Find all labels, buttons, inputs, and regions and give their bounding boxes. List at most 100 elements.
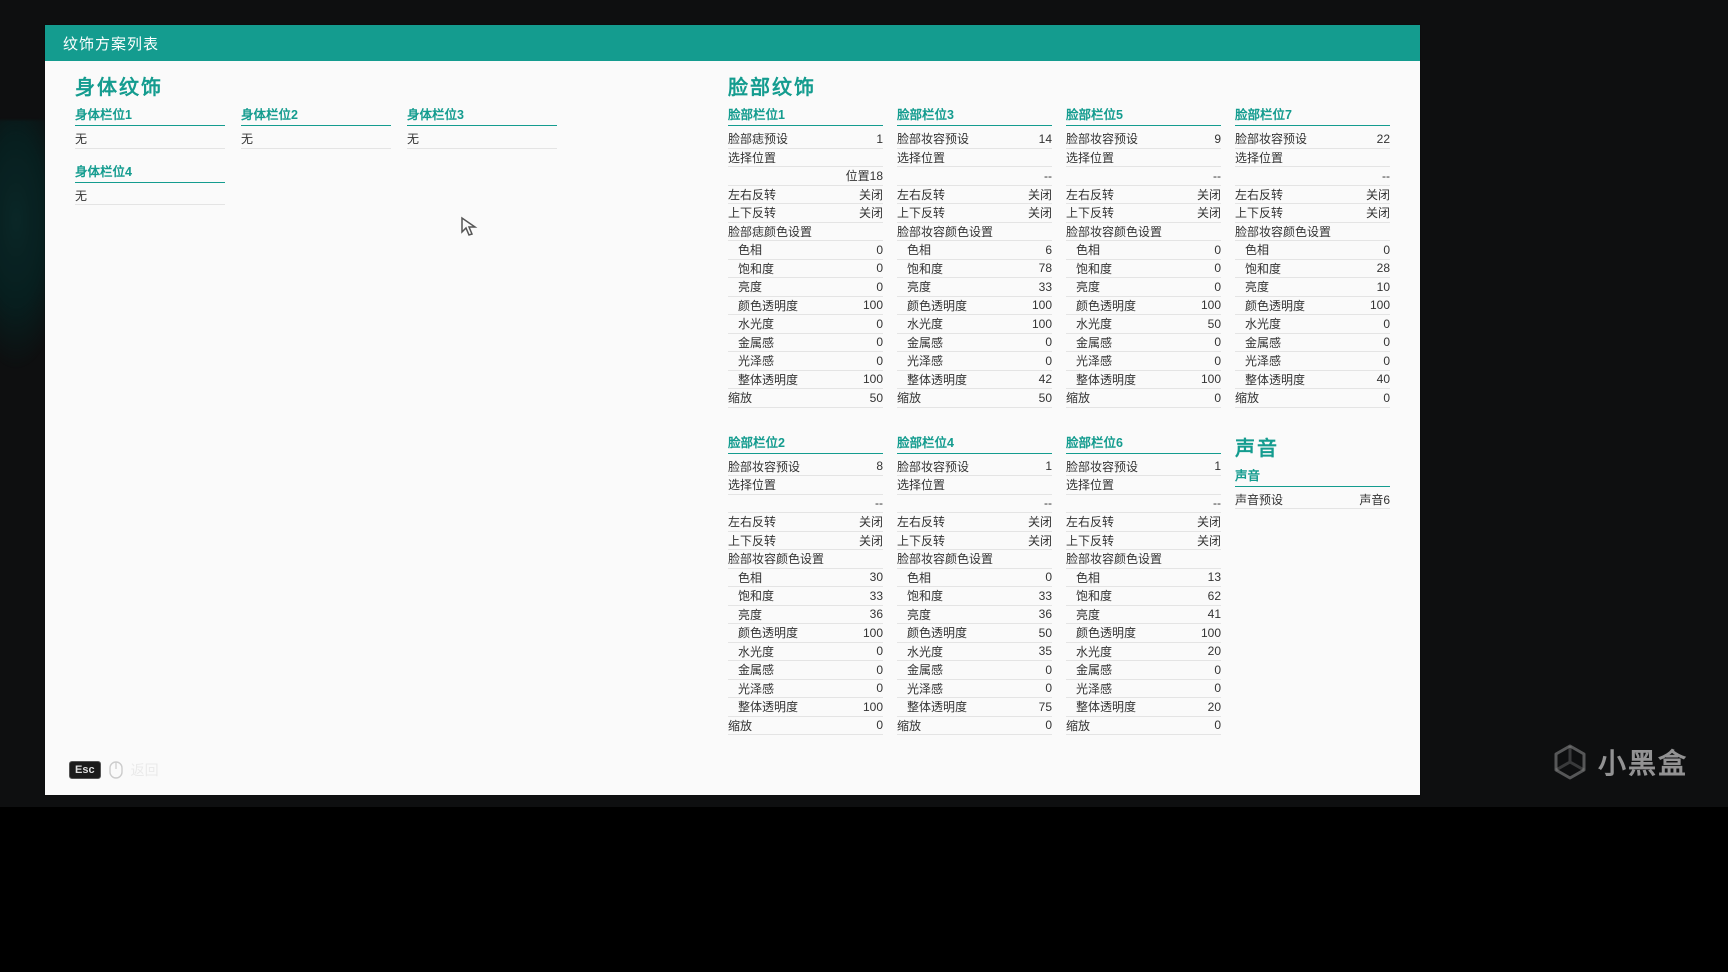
setting-row[interactable]: 缩放0: [1235, 389, 1390, 408]
setting-row[interactable]: 水光度20: [1066, 643, 1221, 662]
setting-row[interactable]: 水光度100: [897, 315, 1052, 334]
setting-row[interactable]: 脸部妆容颜色设置: [1235, 223, 1390, 242]
setting-row[interactable]: 上下反转关闭: [1235, 204, 1390, 223]
setting-row[interactable]: 光泽感0: [1066, 680, 1221, 699]
esc-key-badge[interactable]: Esc: [69, 761, 101, 779]
setting-row[interactable]: 颜色透明度100: [728, 624, 883, 643]
setting-row[interactable]: 上下反转关闭: [897, 532, 1052, 551]
body-slot[interactable]: 身体栏位1无: [75, 104, 225, 149]
body-slot-value-row[interactable]: 无: [241, 130, 391, 149]
setting-row[interactable]: 脸部妆容颜色设置: [897, 223, 1052, 242]
setting-row[interactable]: 水光度50: [1066, 315, 1221, 334]
setting-row[interactable]: 光泽感0: [728, 680, 883, 699]
setting-row[interactable]: 缩放0: [897, 717, 1052, 736]
setting-row[interactable]: 整体透明度100: [728, 371, 883, 390]
setting-row[interactable]: 脸部妆容预设14: [897, 130, 1052, 149]
setting-row[interactable]: 亮度0: [728, 278, 883, 297]
setting-row[interactable]: 颜色透明度50: [897, 624, 1052, 643]
setting-row[interactable]: 饱和度33: [728, 587, 883, 606]
setting-row[interactable]: 选择位置: [728, 149, 883, 168]
setting-row[interactable]: 色相30: [728, 569, 883, 588]
setting-row[interactable]: --: [897, 495, 1052, 514]
setting-row[interactable]: 亮度41: [1066, 606, 1221, 625]
setting-row[interactable]: 缩放50: [897, 389, 1052, 408]
setting-row[interactable]: 左右反转关闭: [728, 513, 883, 532]
setting-row[interactable]: 颜色透明度100: [897, 297, 1052, 316]
setting-row[interactable]: 饱和度33: [897, 587, 1052, 606]
setting-row[interactable]: 上下反转关闭: [728, 532, 883, 551]
setting-row[interactable]: 光泽感0: [1066, 352, 1221, 371]
setting-row[interactable]: 选择位置: [1066, 149, 1221, 168]
setting-row[interactable]: 亮度33: [897, 278, 1052, 297]
setting-row[interactable]: 选择位置: [897, 476, 1052, 495]
setting-row[interactable]: 选择位置: [897, 149, 1052, 168]
setting-row[interactable]: 金属感0: [1235, 334, 1390, 353]
body-slot-value-row[interactable]: 无: [75, 130, 225, 149]
setting-row[interactable]: 颜色透明度100: [1066, 624, 1221, 643]
setting-row[interactable]: 上下反转关闭: [728, 204, 883, 223]
setting-row[interactable]: 整体透明度42: [897, 371, 1052, 390]
setting-row[interactable]: 脸部妆容预设9: [1066, 130, 1221, 149]
setting-row[interactable]: 整体透明度75: [897, 698, 1052, 717]
setting-row[interactable]: 金属感0: [897, 334, 1052, 353]
setting-row[interactable]: 颜色透明度100: [728, 297, 883, 316]
setting-row[interactable]: 饱和度0: [1066, 260, 1221, 279]
setting-row[interactable]: 水光度35: [897, 643, 1052, 662]
setting-row[interactable]: 左右反转关闭: [728, 186, 883, 205]
setting-row[interactable]: 整体透明度20: [1066, 698, 1221, 717]
setting-row[interactable]: 左右反转关闭: [897, 513, 1052, 532]
setting-row[interactable]: --: [728, 495, 883, 514]
body-slot-value-row[interactable]: 无: [75, 187, 225, 206]
setting-row[interactable]: --: [1235, 167, 1390, 186]
setting-row[interactable]: 脸部妆容预设22: [1235, 130, 1390, 149]
back-label[interactable]: 返回: [131, 760, 159, 780]
setting-row[interactable]: 饱和度0: [728, 260, 883, 279]
setting-row[interactable]: 脸部痣预设1: [728, 130, 883, 149]
body-slot-value-row[interactable]: 无: [407, 130, 557, 149]
setting-row[interactable]: 饱和度28: [1235, 260, 1390, 279]
setting-row[interactable]: 色相0: [1066, 241, 1221, 260]
setting-row[interactable]: --: [897, 167, 1052, 186]
setting-row[interactable]: 左右反转关闭: [1066, 186, 1221, 205]
setting-row[interactable]: 上下反转关闭: [1066, 532, 1221, 551]
body-slot[interactable]: 身体栏位4无: [75, 161, 225, 206]
setting-row[interactable]: 整体透明度40: [1235, 371, 1390, 390]
setting-row[interactable]: 缩放50: [728, 389, 883, 408]
setting-row[interactable]: 上下反转关闭: [1066, 204, 1221, 223]
setting-row[interactable]: 左右反转关闭: [897, 186, 1052, 205]
setting-row[interactable]: 选择位置: [1235, 149, 1390, 168]
setting-row[interactable]: 色相0: [1235, 241, 1390, 260]
setting-row[interactable]: 光泽感0: [897, 352, 1052, 371]
setting-row[interactable]: 亮度36: [897, 606, 1052, 625]
setting-row[interactable]: 脸部妆容预设1: [1066, 458, 1221, 477]
setting-row[interactable]: 脸部痣颜色设置: [728, 223, 883, 242]
setting-row[interactable]: 左右反转关闭: [1235, 186, 1390, 205]
setting-row[interactable]: 色相13: [1066, 569, 1221, 588]
sound-preset-row[interactable]: 声音预设声音6: [1235, 491, 1390, 510]
setting-row[interactable]: 脸部妆容颜色设置: [1066, 223, 1221, 242]
setting-row[interactable]: 金属感0: [1066, 334, 1221, 353]
setting-row[interactable]: 饱和度78: [897, 260, 1052, 279]
setting-row[interactable]: 金属感0: [1066, 661, 1221, 680]
setting-row[interactable]: 水光度0: [728, 643, 883, 662]
setting-row[interactable]: 金属感0: [728, 661, 883, 680]
setting-row[interactable]: 上下反转关闭: [897, 204, 1052, 223]
setting-row[interactable]: 整体透明度100: [728, 698, 883, 717]
setting-row[interactable]: 饱和度62: [1066, 587, 1221, 606]
setting-row[interactable]: 色相6: [897, 241, 1052, 260]
setting-row[interactable]: 光泽感0: [1235, 352, 1390, 371]
setting-row[interactable]: 亮度10: [1235, 278, 1390, 297]
setting-row[interactable]: 金属感0: [897, 661, 1052, 680]
setting-row[interactable]: 光泽感0: [897, 680, 1052, 699]
setting-row[interactable]: 水光度0: [1235, 315, 1390, 334]
setting-row[interactable]: 颜色透明度100: [1235, 297, 1390, 316]
setting-row[interactable]: 色相0: [728, 241, 883, 260]
setting-row[interactable]: 颜色透明度100: [1066, 297, 1221, 316]
setting-row[interactable]: 选择位置: [728, 476, 883, 495]
setting-row[interactable]: 整体透明度100: [1066, 371, 1221, 390]
setting-row[interactable]: 缩放0: [1066, 717, 1221, 736]
setting-row[interactable]: 金属感0: [728, 334, 883, 353]
setting-row[interactable]: 亮度0: [1066, 278, 1221, 297]
setting-row[interactable]: 选择位置: [1066, 476, 1221, 495]
setting-row[interactable]: 脸部妆容颜色设置: [897, 550, 1052, 569]
